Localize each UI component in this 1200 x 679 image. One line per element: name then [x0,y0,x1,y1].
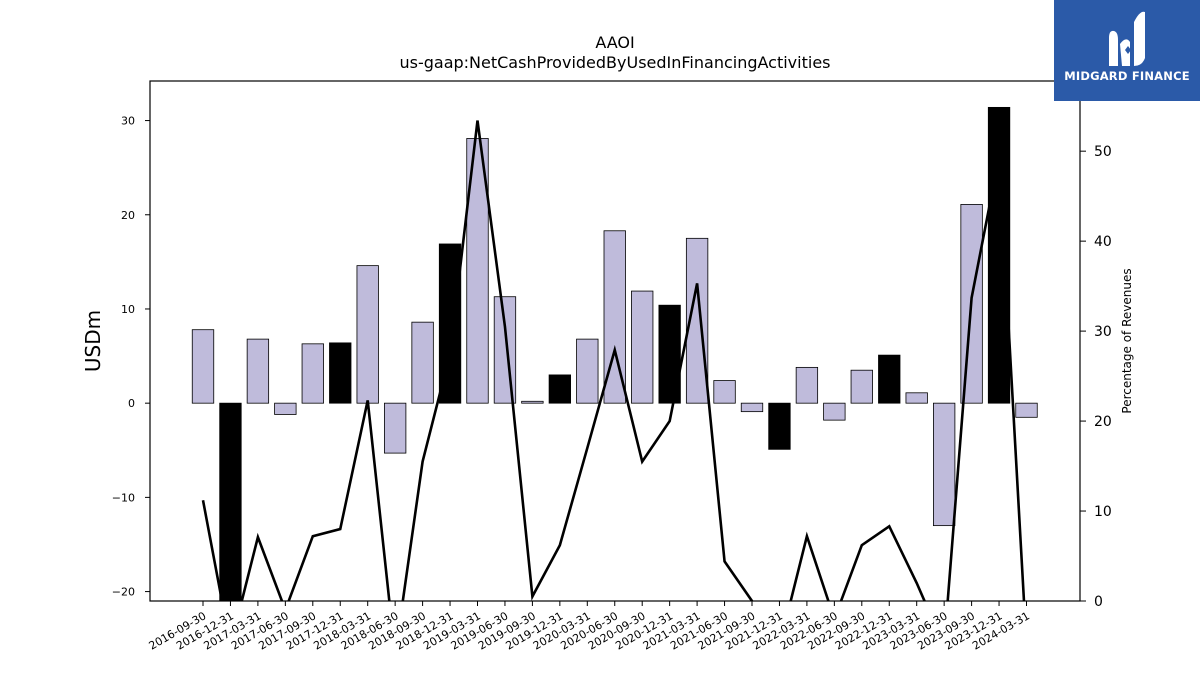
bar-2018-09-30 [411,321,434,404]
ratio-line [201,120,1026,601]
bar-2018-06-30 [383,402,407,454]
line-series [201,120,1026,601]
y-tick-label: −20 [112,586,135,599]
bar-2020-06-30 [603,230,626,404]
bar-2021-09-30 [740,402,764,413]
bar-2019-06-30 [493,296,517,404]
y2-tick-label: 10 [1094,504,1112,520]
bar-2016-12-31 [219,402,242,601]
chart-subtitle: us-gaap:NetCashProvidedByUsedInFinancing… [399,53,830,72]
bar-2017-06-30 [274,402,297,415]
bar-2017-09-30 [301,343,324,404]
bar-2020-03-31 [576,338,599,404]
bar-2024-03-31 [1015,402,1038,418]
y-tick-label: −10 [112,491,135,504]
bar-2018-12-31 [438,243,462,404]
y-tick-label: 20 [121,209,135,222]
x-axis: 2016-09-302016-12-312017-03-312017-06-30… [147,601,1032,653]
bar-2022-09-30 [850,369,873,404]
chart-title: AAOI [595,33,634,52]
bar-2021-12-31 [768,402,791,450]
y2-axis-label: Percentage of Revenues [1120,268,1134,413]
bar-2021-03-31 [685,237,709,404]
bar-2023-06-30 [933,402,956,527]
bar-2022-06-30 [823,402,846,421]
bar-2017-12-31 [329,342,352,404]
bar-2021-06-30 [713,380,736,404]
bar-2019-03-31 [466,138,489,404]
bar-2019-12-31 [548,374,571,404]
bar-2016-09-30 [191,329,215,404]
y2-tick-label: 30 [1094,324,1112,340]
bar-2020-12-31 [658,304,681,404]
y-tick-label: 10 [121,303,135,316]
bar-2017-03-31 [246,338,270,404]
y2-tick-label: 50 [1094,144,1112,160]
y-axis-label: USDm [81,310,105,372]
y-tick-label: 0 [128,397,135,410]
bar-series [191,106,1038,601]
bar-2018-03-31 [356,265,379,404]
bar-2020-09-30 [631,290,654,404]
bar-2023-12-31 [987,106,1011,404]
bar-2019-09-30 [521,400,544,404]
left-axis: −20 −10 0 10 20 30 [112,115,150,599]
midgard-logo-icon [1109,11,1145,66]
y2-tick-label: 40 [1094,234,1112,250]
midgard-finance-logo: MIDGARD FINANCE [1054,0,1200,101]
right-axis: 0 10 20 30 40 50 [1080,144,1112,610]
bar-2022-03-31 [795,366,819,404]
y2-tick-label: 0 [1094,594,1103,610]
bar-2022-12-31 [878,354,901,404]
bar-2023-03-31 [905,392,928,404]
y-tick-label: 30 [121,115,135,128]
logo-text: MIDGARD FINANCE [1064,69,1190,83]
y2-tick-label: 20 [1094,414,1112,430]
